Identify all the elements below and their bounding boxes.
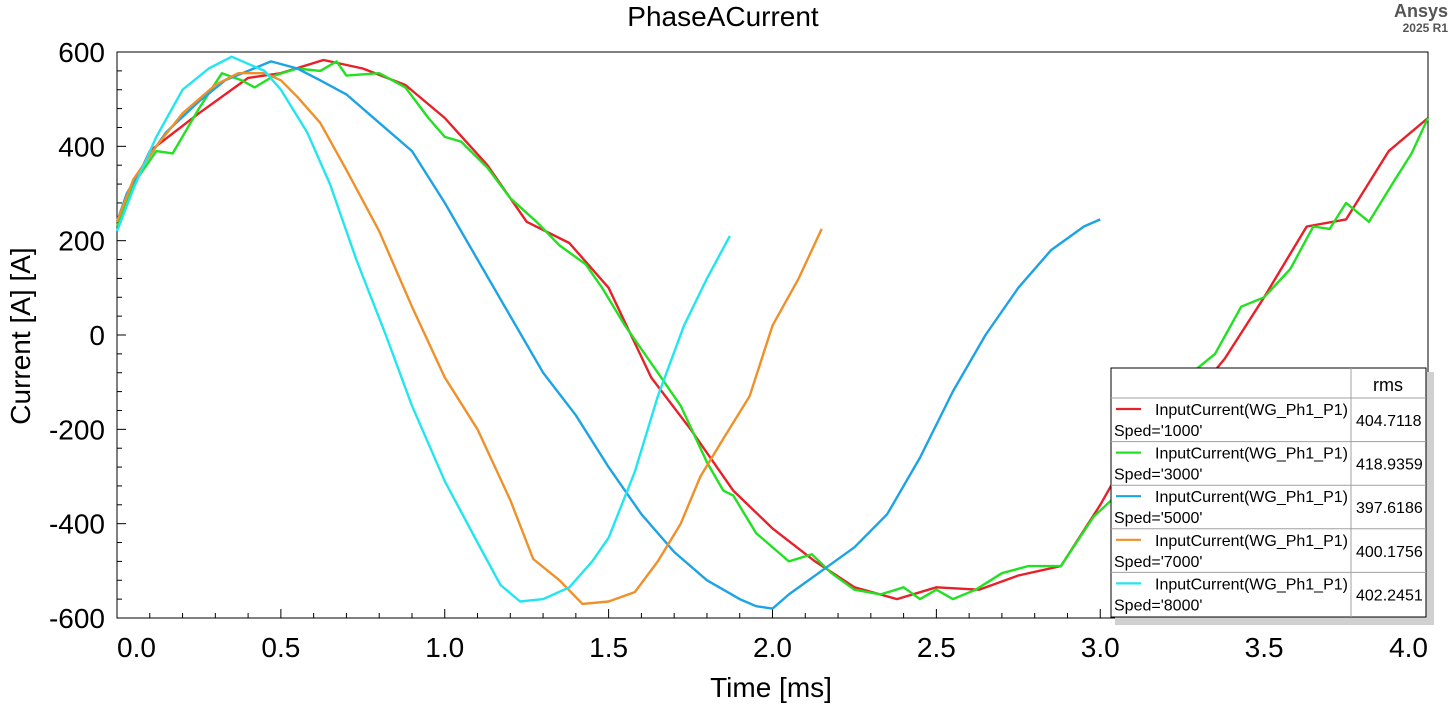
legend-entry-rms: 418.9359	[1356, 457, 1423, 474]
legend-entry-name: InputCurrent(WG_Ph1_P1)	[1155, 576, 1348, 593]
y-tick-label: 400	[58, 131, 105, 162]
legend-entry-param: Sped='8000'	[1114, 597, 1202, 614]
legend-entry-param: Sped='5000'	[1114, 510, 1202, 527]
legend-entry-name: InputCurrent(WG_Ph1_P1)	[1155, 446, 1348, 463]
chart-title: PhaseACurrent	[627, 1, 819, 32]
y-tick-label: -200	[49, 414, 105, 445]
series-line-3	[115, 60, 1101, 610]
x-tick-label: 0.5	[261, 632, 300, 663]
series-line-5	[115, 55, 731, 603]
x-axis-ticks: 0.0 0.5 1.0 1.5 2.0 2.5 3.0 3.5 4.0	[116, 609, 1429, 663]
y-axis-label: Current [A] [A]	[5, 247, 36, 424]
legend-entry-param: Sped='1000'	[1114, 423, 1202, 440]
x-tick-label: 4.0	[1389, 632, 1428, 663]
brand-name: Ansys	[1394, 1, 1448, 21]
x-tick-label: 1.5	[589, 632, 628, 663]
legend-entry-name: InputCurrent(WG_Ph1_P1)	[1155, 533, 1348, 550]
y-tick-label: -400	[49, 509, 105, 540]
legend-box	[1110, 367, 1427, 618]
series-line-4	[115, 71, 823, 606]
legend[interactable]: rms InputCurrent(WG_Ph1_P1) Sped='1000' 40…	[1110, 367, 1434, 625]
x-axis-label: Time [ms]	[710, 672, 832, 703]
legend-entry-rms: 402.2451	[1356, 587, 1423, 604]
legend-entry-param: Sped='3000'	[1114, 467, 1202, 484]
legend-header-rms: rms	[1373, 375, 1403, 395]
legend-entry-rms: 397.6186	[1356, 500, 1423, 517]
legend-entry-name: InputCurrent(WG_Ph1_P1)	[1155, 489, 1348, 506]
x-tick-label: 2.0	[753, 632, 792, 663]
legend-entry-rms: 404.7118	[1356, 413, 1422, 430]
legend-rows: InputCurrent(WG_Ph1_P1) Sped='1000' 404.71…	[1111, 397, 1426, 614]
x-tick-label: 1.0	[425, 632, 464, 663]
legend-entry-param: Sped='7000'	[1114, 554, 1202, 571]
y-tick-label: 600	[58, 37, 105, 68]
series-line-2	[115, 60, 1430, 601]
y-tick-label: 0	[89, 320, 105, 351]
legend-entry-name: InputCurrent(WG_Ph1_P1)	[1155, 402, 1348, 419]
y-tick-label: 200	[58, 226, 105, 257]
y-axis-ticks: 600 400 200 0 -200 -400 -600	[49, 37, 126, 634]
x-tick-label: 0.0	[117, 632, 156, 663]
y-tick-label: -600	[49, 603, 105, 634]
x-tick-label: 2.5	[917, 632, 956, 663]
legend-entry-rms: 400.1756	[1356, 544, 1423, 561]
brand-version: 2025 R1	[1403, 21, 1449, 35]
x-tick-label: 3.5	[1245, 632, 1284, 663]
x-tick-label: 3.0	[1081, 632, 1120, 663]
